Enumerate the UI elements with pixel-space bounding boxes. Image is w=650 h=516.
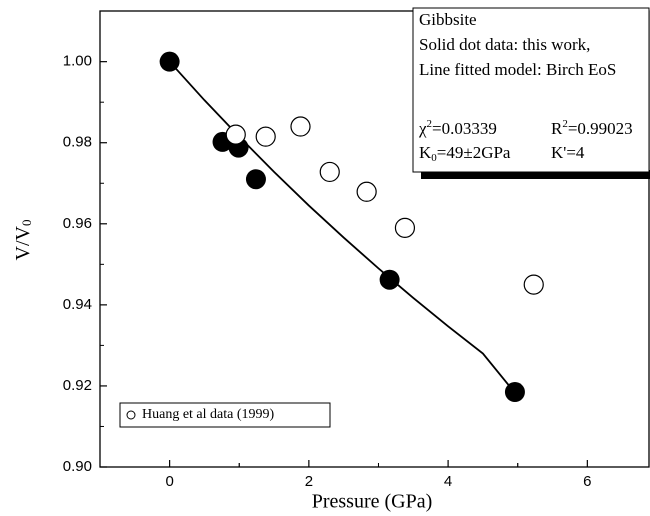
x-tick-label: 6 (583, 473, 591, 490)
y-axis-title-sub: 0 (19, 220, 34, 227)
t: 2 (427, 118, 433, 130)
t: =0.03339 (432, 119, 497, 138)
annotation-box (412, 7, 650, 173)
annotation-line: Solid dot data: this work, (419, 35, 590, 54)
t: 2 (562, 118, 568, 130)
annotation-line: Line fitted model: Birch EoS (419, 60, 616, 79)
solid-point (159, 51, 180, 72)
open-point (356, 181, 377, 202)
marks: 0.90 0.92 0.94 0.96 0.98 1.00 0 2 4 6 (63, 51, 592, 490)
y-tick-label: 1.00 (63, 53, 92, 70)
open-point (319, 161, 340, 183)
legend-label: Huang et al data (1999) (142, 407, 275, 422)
y-tick-label: 0.98 (63, 134, 92, 151)
x-axis-title: Pressure (GPa) (312, 491, 433, 513)
annotation-line: Gibbsite (419, 10, 477, 29)
annotation-chi2: χ2=0.03339 (418, 118, 497, 138)
open-point (523, 274, 544, 295)
legend-symbol (126, 410, 136, 420)
open-point (225, 124, 246, 145)
x-tick-label: 0 (165, 473, 173, 490)
open-point (255, 126, 276, 147)
t: R (551, 119, 563, 138)
t: χ (418, 119, 427, 138)
box-shadow (421, 170, 650, 179)
t: =0.99023 (568, 119, 633, 138)
x-tick-label: 4 (444, 473, 452, 490)
y-axis-title: V/V0 (12, 220, 34, 261)
open-point (394, 217, 416, 238)
x-tick-label: 2 (305, 473, 313, 490)
open-point (290, 116, 311, 137)
y-tick-label: 0.92 (63, 377, 92, 394)
solid-point (504, 382, 525, 403)
t: 0 (431, 152, 437, 164)
y-axis-title-main: V/V (12, 225, 34, 260)
y-tick-label: 0.96 (63, 215, 92, 232)
annotation-r2: R2=0.99023 (551, 118, 633, 138)
t: =49±2GPa (437, 143, 511, 162)
y-tick-label: 0.90 (63, 458, 92, 475)
t: K (419, 143, 432, 162)
annotation-kp: K'=4 (551, 143, 585, 162)
fit-line (168, 61, 515, 393)
solid-point (245, 169, 266, 190)
y-tick-label: 0.94 (63, 296, 92, 313)
annotation-k0: K0=49±2GPa (419, 143, 511, 164)
solid-point (379, 269, 400, 290)
plot-frame (99, 10, 650, 468)
legend-box (119, 402, 331, 428)
